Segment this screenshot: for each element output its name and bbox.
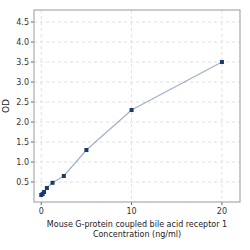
chart: 0.5 1.0 1.5 2.0 2.5 3.0 3.5 4.0 4.5 0 10 20 Mouse G-…: [0, 0, 250, 250]
tick-label-x: 20: [217, 207, 227, 216]
marker: [220, 60, 224, 64]
tick-label-y: 2.0: [16, 118, 29, 127]
grid-line-y: [34, 122, 240, 123]
plot-frame: [34, 10, 240, 202]
tick-label-x: 10: [126, 207, 136, 216]
x-axis-label: Mouse G-protein coupled bile acid recept…: [47, 220, 227, 239]
series: [39, 60, 224, 197]
marker: [62, 174, 66, 178]
grid-line-y: [34, 142, 240, 143]
tick-label-y: 1.0: [16, 158, 29, 167]
grid-line-x: [41, 10, 42, 202]
axes: 0.5 1.0 1.5 2.0 2.5 3.0 3.5 4.0 4.5 0 10 20: [16, 10, 240, 216]
grid-line-y: [34, 182, 240, 183]
chart-container: 0.5 1.0 1.5 2.0 2.5 3.0 3.5 4.0 4.5 0 10 20 Mouse G-…: [0, 0, 250, 250]
grid-line-y: [34, 162, 240, 163]
grid-line-x: [221, 10, 222, 202]
grid: [34, 10, 240, 202]
y-axis-label: OD: [1, 99, 11, 113]
marker: [84, 148, 88, 152]
grid-line-y: [34, 82, 240, 83]
grid-line-y: [34, 62, 240, 63]
tick-label-y: 0.5: [16, 178, 29, 187]
grid-line-y: [34, 22, 240, 23]
tick-label-y: 4.0: [16, 38, 29, 47]
grid-line-y: [34, 42, 240, 43]
marker: [45, 186, 49, 190]
marker: [42, 190, 46, 194]
marker: [51, 181, 55, 185]
grid-line-y: [34, 102, 240, 103]
tick-label-y: 3.0: [16, 78, 29, 87]
line: [41, 62, 222, 195]
tick-label-y: 1.5: [16, 138, 29, 147]
grid-line-x: [131, 10, 132, 202]
tick-label-y: 2.5: [16, 98, 29, 107]
tick-label-y: 3.5: [16, 58, 29, 67]
tick-label-y: 4.5: [16, 18, 29, 27]
marker: [130, 108, 134, 112]
tick-label-x: 0: [39, 207, 44, 216]
